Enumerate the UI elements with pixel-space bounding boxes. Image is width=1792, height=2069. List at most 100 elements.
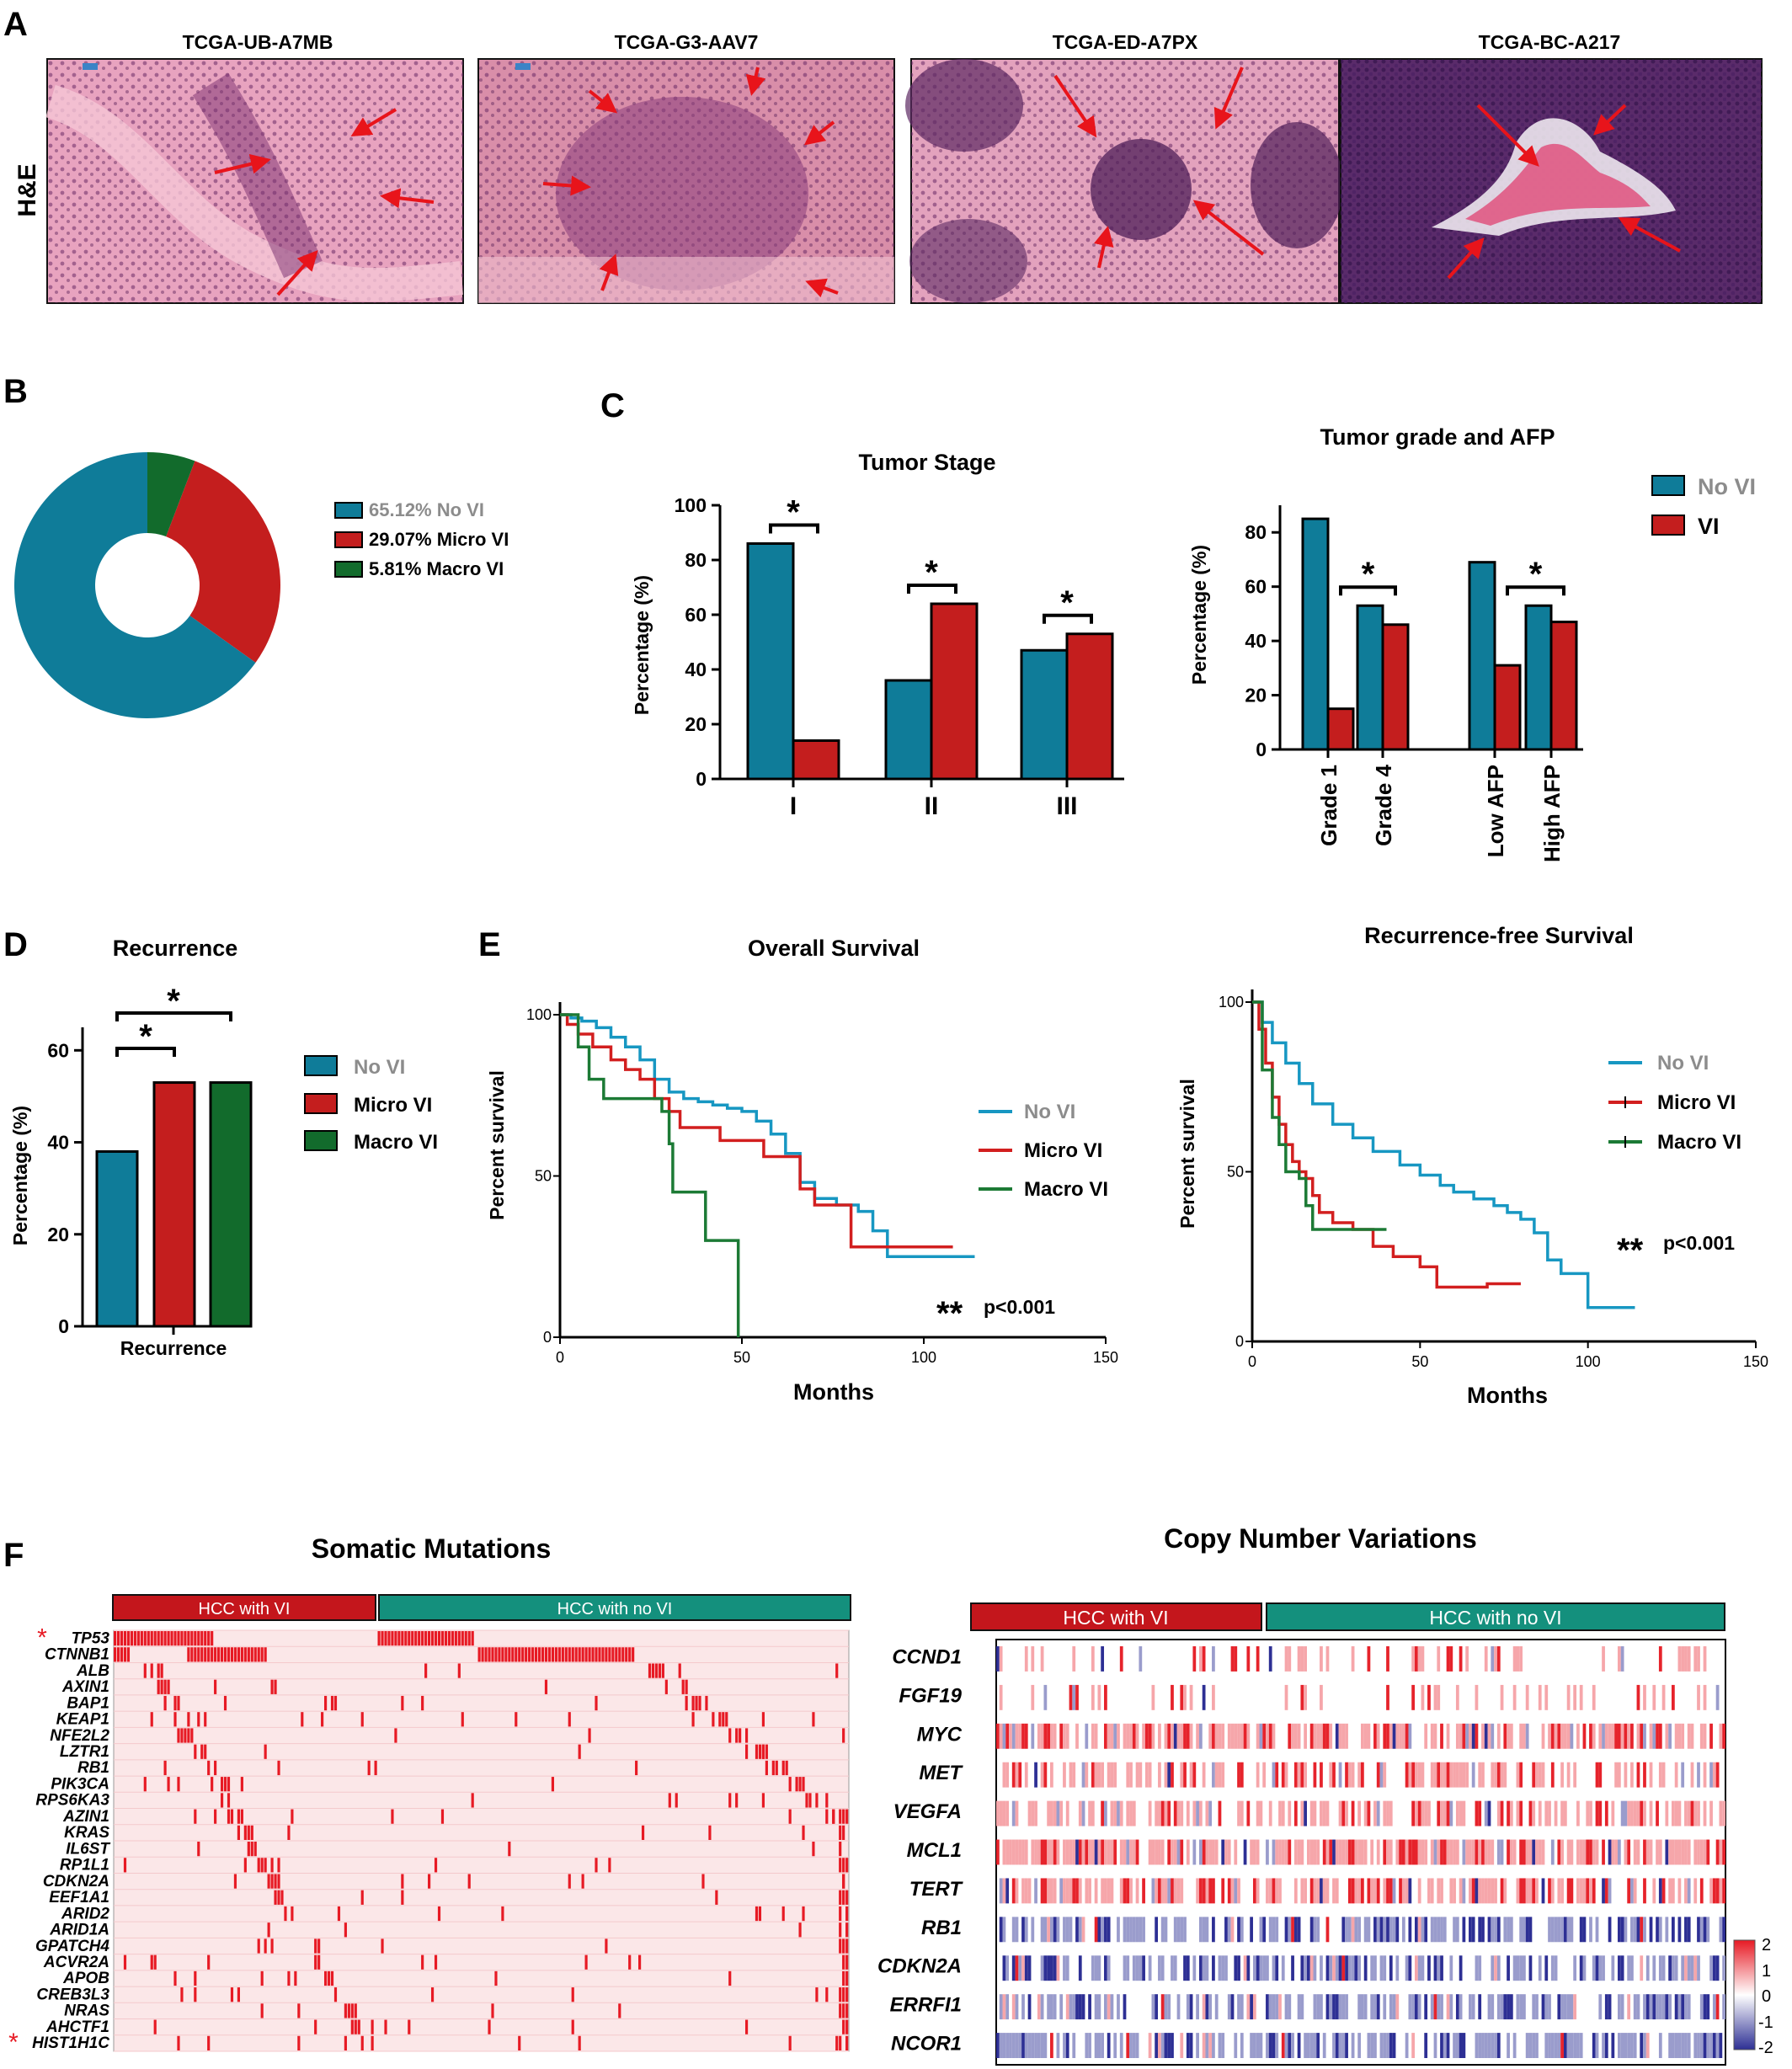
cnv-cell — [1544, 2033, 1549, 2058]
cnv-cell — [1316, 1917, 1320, 1943]
cnv-cell — [1573, 2033, 1577, 2058]
cnv-cell — [1126, 2033, 1130, 2058]
cnv-cell — [1050, 1800, 1053, 1826]
cnv-cell — [1491, 1878, 1495, 1904]
legend-swatch-macro-vi — [334, 561, 363, 578]
cnv-cell — [1484, 1878, 1488, 1904]
x-tick-label: III — [1056, 792, 1077, 820]
x-tick-label: II — [925, 792, 939, 820]
cnv-cell — [1325, 1723, 1330, 1749]
cnv-cell — [1684, 1994, 1688, 2020]
significance-star: * — [1060, 584, 1074, 621]
cnv-cell — [1097, 1762, 1101, 1788]
cnv-cell — [1487, 1994, 1491, 2020]
cnv-cell — [1570, 1839, 1574, 1865]
cnv-cell — [1570, 1723, 1574, 1749]
cnv-cell — [1512, 1955, 1517, 1981]
gene-label: FGF19 — [899, 1684, 962, 1707]
cnv-cell — [1494, 1646, 1497, 1672]
cnv-cell — [999, 1917, 1003, 1943]
mutation-cell — [250, 1842, 253, 1857]
mutation-cell — [160, 1663, 163, 1678]
cnv-cell — [1462, 1723, 1466, 1749]
cnv-cell — [1693, 1878, 1698, 1904]
x-tick-label: 0 — [556, 1349, 564, 1366]
cnv-cell — [1500, 1762, 1504, 1788]
cnv-cell — [1065, 1955, 1069, 1981]
cnv-cell — [1347, 1955, 1352, 1981]
cnv-cell — [1069, 1684, 1073, 1710]
cnv-cell — [1652, 1723, 1656, 1749]
cnv-cell — [1015, 1800, 1019, 1826]
cnv-cell — [1088, 1994, 1091, 2020]
cnv-cell — [1440, 1994, 1443, 2020]
mutation-cell — [411, 1631, 414, 1646]
pie-slice — [166, 461, 281, 663]
cnv-cell — [1570, 2033, 1574, 2058]
cnv-cell — [1455, 1839, 1459, 1865]
cnv-cell — [1633, 1878, 1637, 1904]
cnv-cell — [1256, 1878, 1260, 1904]
cnv-cell — [1047, 1839, 1051, 1865]
mutation-cell — [551, 1777, 555, 1792]
mutation-cell — [561, 1647, 564, 1662]
cnv-cell — [1624, 1839, 1628, 1865]
mutation-cell — [744, 2019, 749, 2034]
survival-curve — [560, 1013, 740, 1337]
cnv-cell — [1523, 1917, 1526, 1943]
cnv-cell — [1050, 1878, 1053, 1904]
cnv-cell — [1484, 1646, 1488, 1672]
survival-curve — [560, 1013, 953, 1249]
mutation-cell — [277, 1858, 280, 1873]
legend-label-no-vi: No VI — [1024, 1101, 1075, 1123]
cnv-cell — [1550, 1878, 1555, 1904]
mutation-cell — [628, 1647, 632, 1662]
cnv-cell — [1712, 1762, 1716, 1788]
cnv-cell — [1405, 1955, 1409, 1981]
cnv-cell — [1015, 1723, 1019, 1749]
mutation-cell — [839, 2035, 842, 2050]
mutation-cell — [230, 1809, 234, 1824]
cnv-cell — [1554, 2033, 1558, 2058]
cnv-cell — [1589, 1723, 1592, 1749]
cnv-cell — [1554, 1723, 1558, 1749]
mutation-cell — [718, 1712, 722, 1727]
cnv-cell — [1021, 1917, 1025, 1943]
cnv-cell — [1091, 1646, 1095, 1672]
cnv-cell — [1550, 1955, 1555, 1981]
cnv-cell — [1469, 1839, 1472, 1865]
cnv-cell — [1208, 1994, 1213, 2020]
cnv-cell — [1443, 2033, 1447, 2058]
cnv-cell — [1119, 2033, 1123, 2058]
cnv-cell — [1214, 1723, 1219, 1749]
cnv-cell — [1024, 1878, 1028, 1904]
mutation-cell — [739, 1728, 742, 1743]
cnv-cell — [1214, 1994, 1219, 2020]
cnv-cell — [1703, 1800, 1707, 1826]
cnv-gene-labels: CCND1FGF19MYCMETVEGFAMCL1TERTRB1CDKN2AER… — [877, 1645, 963, 2055]
cnv-cell — [1630, 1955, 1634, 1981]
cnv-cell — [1237, 1955, 1240, 1981]
mutation-cell — [264, 1744, 267, 1759]
cnv-cell — [1427, 1955, 1431, 1981]
mutation-cell — [578, 1744, 581, 1759]
cnv-cell — [1018, 2033, 1022, 2058]
mutation-cell — [611, 1647, 615, 1662]
cnv-cell — [1658, 1955, 1662, 1981]
mutation-cell — [126, 1631, 131, 1646]
mutation-cell — [451, 1631, 454, 1646]
cnv-cell — [1335, 1839, 1339, 1865]
cnv-cell — [1123, 1839, 1127, 1865]
cnv-cell — [1266, 2033, 1269, 2058]
bar — [209, 1081, 253, 1328]
cnv-cell — [1094, 2033, 1098, 2058]
cnv-cell — [1288, 1994, 1292, 2020]
gene-label: CDKN2A — [877, 1955, 962, 1978]
bar — [1065, 632, 1114, 781]
cnv-cell — [1341, 1955, 1346, 1981]
cnv-cell — [1063, 1917, 1066, 1943]
cnv-cell — [1272, 1955, 1276, 1981]
cnv-cell — [1693, 1839, 1698, 1865]
cnv-cell — [1507, 1723, 1510, 1749]
gene-label: BAP1 — [67, 1694, 109, 1712]
